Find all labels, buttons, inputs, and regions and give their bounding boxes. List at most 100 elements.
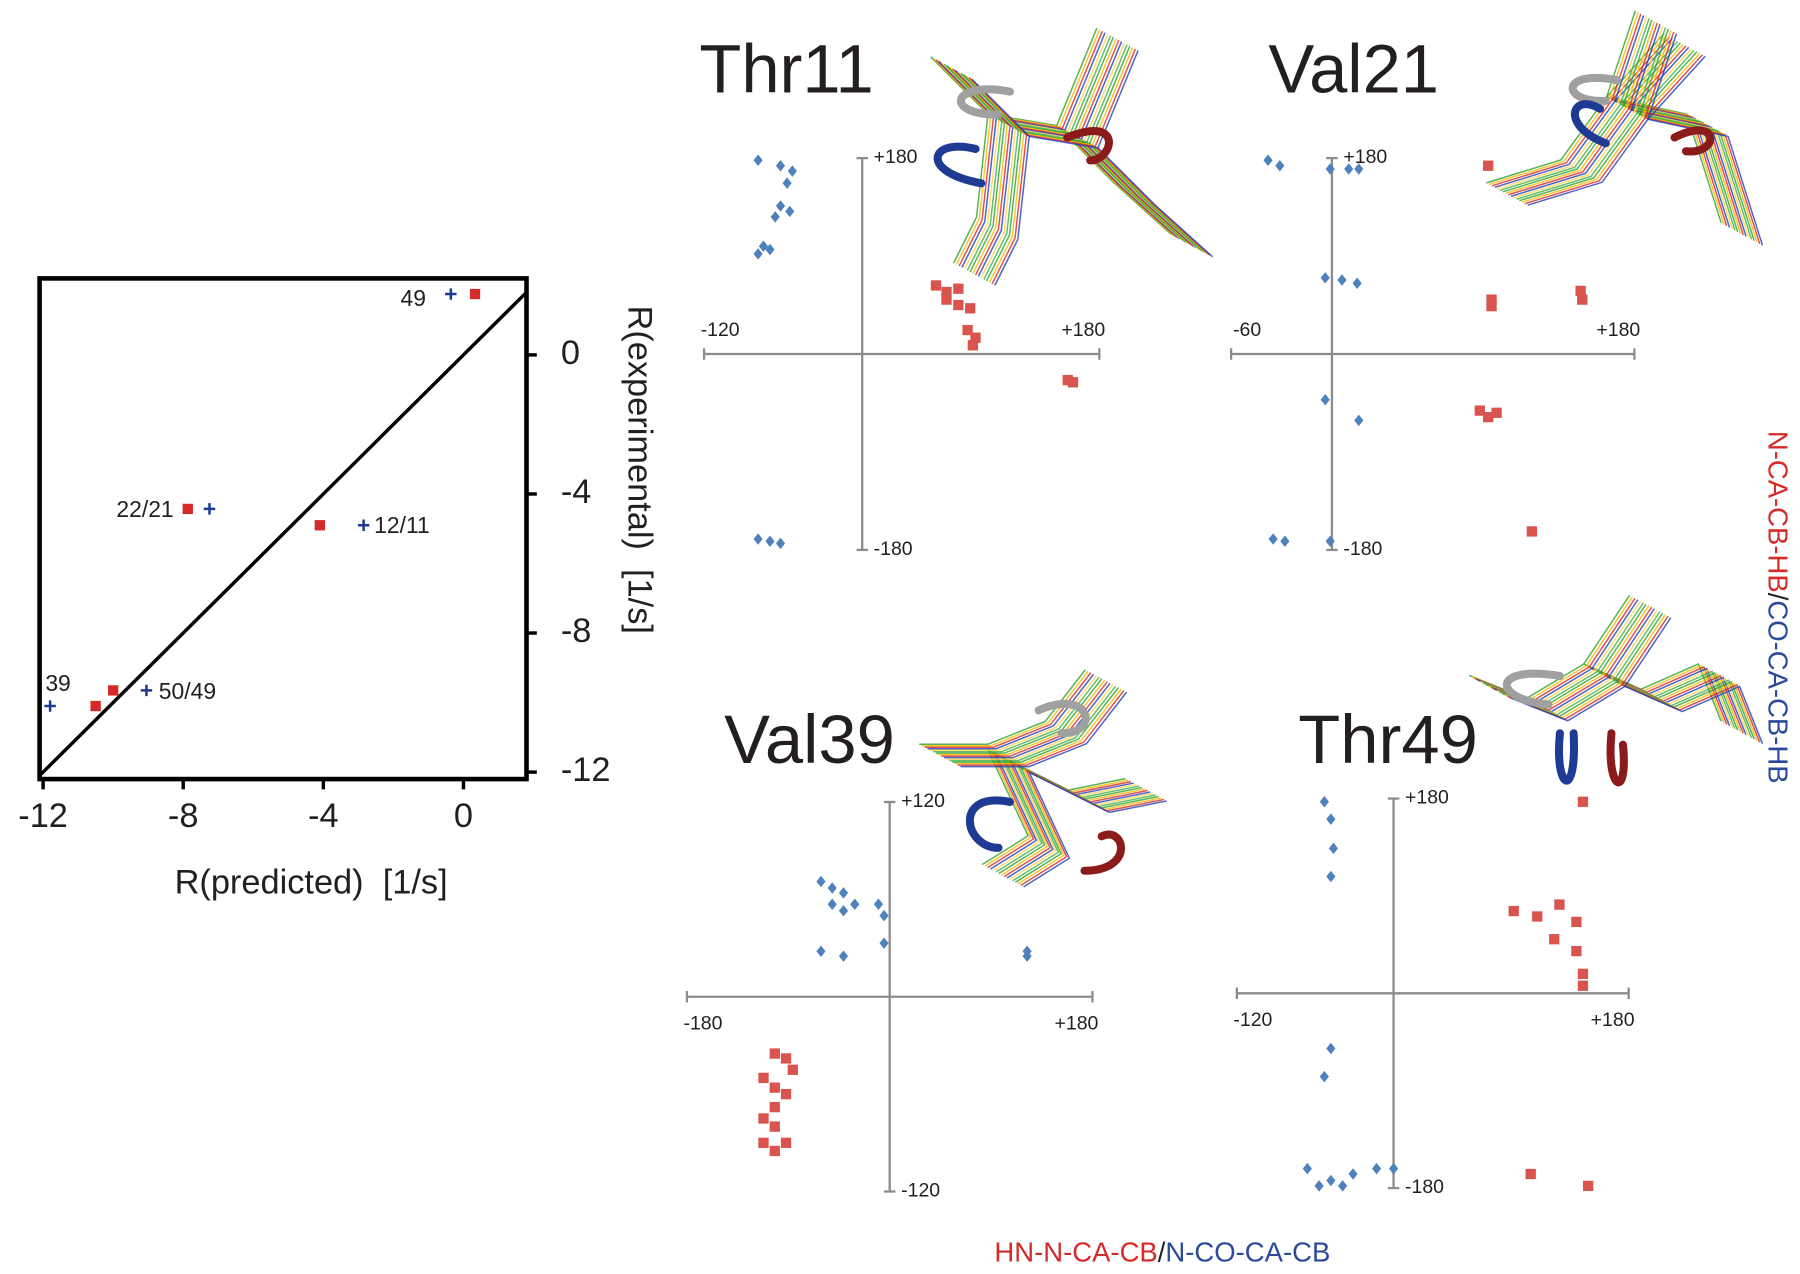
bond-line xyxy=(921,670,1089,747)
point xyxy=(1474,405,1485,416)
point xyxy=(1022,950,1032,962)
bond-line xyxy=(1072,36,1115,135)
point xyxy=(850,898,860,910)
point xyxy=(1326,1174,1336,1187)
point xyxy=(1554,899,1565,910)
point xyxy=(962,324,973,336)
point xyxy=(775,159,786,172)
bond-line xyxy=(924,672,1092,748)
x-tick-label: -60 xyxy=(1233,319,1261,341)
point xyxy=(445,288,457,300)
y-tick-label: +180 xyxy=(1405,787,1449,809)
point xyxy=(780,1088,792,1100)
bond-line xyxy=(1083,42,1126,141)
bond-line xyxy=(1613,611,1661,681)
point xyxy=(357,519,370,531)
point xyxy=(1525,1168,1536,1180)
point xyxy=(1344,163,1354,175)
bond-line xyxy=(1583,594,1631,665)
bond-line xyxy=(1596,602,1644,672)
bond-line xyxy=(1618,614,1666,684)
bond-line xyxy=(919,669,1086,745)
bond-line xyxy=(1619,18,1650,105)
point xyxy=(753,248,763,260)
point xyxy=(107,685,119,696)
point xyxy=(1483,160,1494,171)
panel-title: Thr11 xyxy=(699,31,873,108)
structure xyxy=(1486,10,1764,246)
point xyxy=(769,1121,780,1132)
bond-line xyxy=(930,675,1097,751)
point xyxy=(765,243,775,256)
chart: Thr49 -120 +180 +180 -180 xyxy=(1233,701,1634,1198)
point xyxy=(1491,407,1502,418)
bond-line xyxy=(1058,29,1101,128)
label-part: CO-CA-CB-HB xyxy=(1762,600,1793,783)
label-part: N-CO-CA-CB xyxy=(1165,1237,1330,1268)
point xyxy=(1326,813,1336,825)
bond-line xyxy=(1064,32,1106,131)
bond-line xyxy=(1061,30,1104,129)
y-tick-label: +120 xyxy=(901,790,945,812)
point xyxy=(873,898,884,910)
point xyxy=(1352,277,1362,289)
point xyxy=(1549,934,1560,945)
x-tick-label: -8 xyxy=(168,797,199,835)
bond-line xyxy=(927,673,1095,750)
point xyxy=(140,684,153,697)
rotation-arrow xyxy=(1606,729,1628,787)
x-tick-label: -12 xyxy=(18,797,68,835)
y-tick-label: -180 xyxy=(1343,538,1382,560)
point xyxy=(838,887,849,899)
bond-line xyxy=(1647,33,1678,120)
bond-line xyxy=(1017,769,1065,885)
bond-line xyxy=(949,685,1117,762)
bond-line xyxy=(1644,31,1675,119)
bond-line xyxy=(1622,19,1653,107)
point xyxy=(1302,1162,1312,1175)
point xyxy=(965,303,976,314)
point xyxy=(1319,1070,1329,1083)
bond-line xyxy=(1631,109,1747,237)
bond-line xyxy=(932,57,992,265)
point xyxy=(1577,980,1589,991)
point xyxy=(780,1053,792,1064)
bond-line xyxy=(1056,27,1098,126)
point xyxy=(1268,533,1278,545)
point-label: 22/21 xyxy=(116,496,173,522)
panel-title: Val21 xyxy=(1268,31,1439,108)
bond-line xyxy=(1633,111,1750,239)
rotation-arrow xyxy=(956,85,1014,119)
point xyxy=(314,520,325,531)
bond-line xyxy=(952,68,1011,276)
structure xyxy=(930,27,1214,286)
point xyxy=(765,535,775,547)
bond-line xyxy=(1585,596,1633,666)
bond-line xyxy=(960,691,1128,768)
point xyxy=(827,898,837,910)
x-tick-label: +180 xyxy=(1596,319,1640,341)
bond-line xyxy=(1602,605,1650,675)
point xyxy=(787,165,797,177)
bond-line xyxy=(998,758,1046,875)
point xyxy=(827,882,837,894)
bond-line xyxy=(990,754,1038,870)
bond-line xyxy=(965,75,1025,283)
point xyxy=(90,700,101,712)
bond-line xyxy=(1588,597,1636,668)
point xyxy=(753,154,763,167)
bond-line xyxy=(987,752,1035,869)
point xyxy=(1328,842,1339,855)
bond-line xyxy=(1009,764,1057,881)
point-label: 50/49 xyxy=(159,678,216,704)
point xyxy=(1571,916,1582,928)
bond-line xyxy=(954,69,1014,277)
label-part: / xyxy=(1158,1237,1166,1268)
bond-line xyxy=(957,71,1017,279)
bond-line xyxy=(1516,49,1695,200)
label-part: / xyxy=(1762,593,1793,601)
point xyxy=(1326,1042,1336,1055)
x-tick-label: 0 xyxy=(454,797,473,835)
bond-line xyxy=(981,749,1030,866)
point xyxy=(469,288,481,300)
